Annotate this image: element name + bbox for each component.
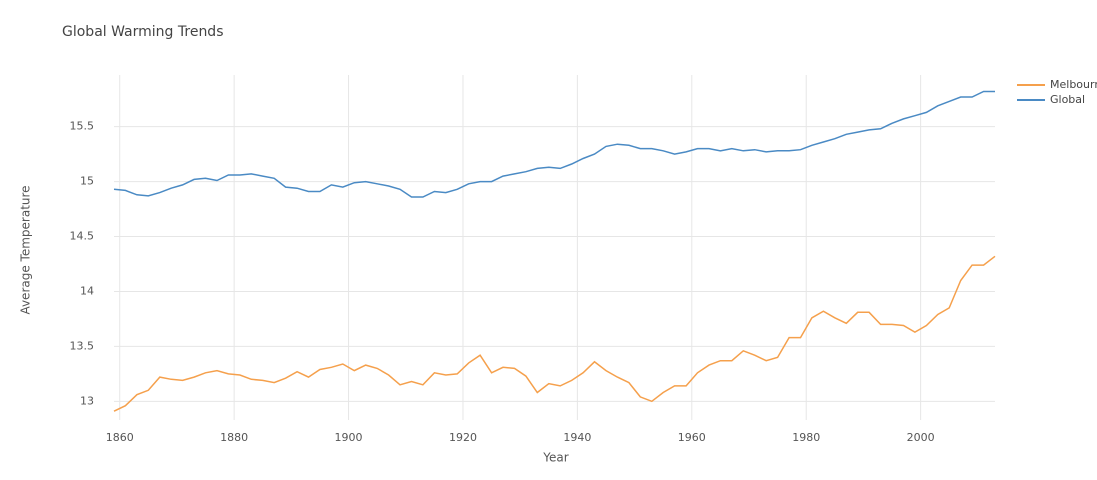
y-tick-label: 13.5 (70, 339, 95, 352)
x-tick-label: 1880 (220, 431, 248, 444)
y-tick-label: 14 (80, 284, 94, 297)
x-tick-label: 2000 (907, 431, 935, 444)
x-tick-label: 1940 (563, 431, 591, 444)
chart-title: Global Warming Trends (62, 24, 224, 40)
line-series (113, 255, 996, 412)
x-tick-label: 1920 (449, 431, 477, 444)
x-tick-label: 1900 (335, 431, 363, 444)
line-series (113, 90, 995, 198)
legend-label: Global (1050, 93, 1085, 106)
x-tick-label: 1960 (678, 431, 706, 444)
y-tick-label: 15 (80, 175, 94, 188)
y-tick-label: 13 (80, 394, 94, 407)
y-axis-title: Average Temperature (19, 185, 33, 314)
x-axis-title: Year (542, 451, 568, 465)
y-tick-label: 15.5 (70, 120, 95, 133)
legend-label: Melbourne (1050, 78, 1097, 91)
y-tick-label: 14.5 (70, 230, 95, 243)
x-tick-label: 1860 (106, 431, 134, 444)
x-tick-label: 1980 (792, 431, 820, 444)
